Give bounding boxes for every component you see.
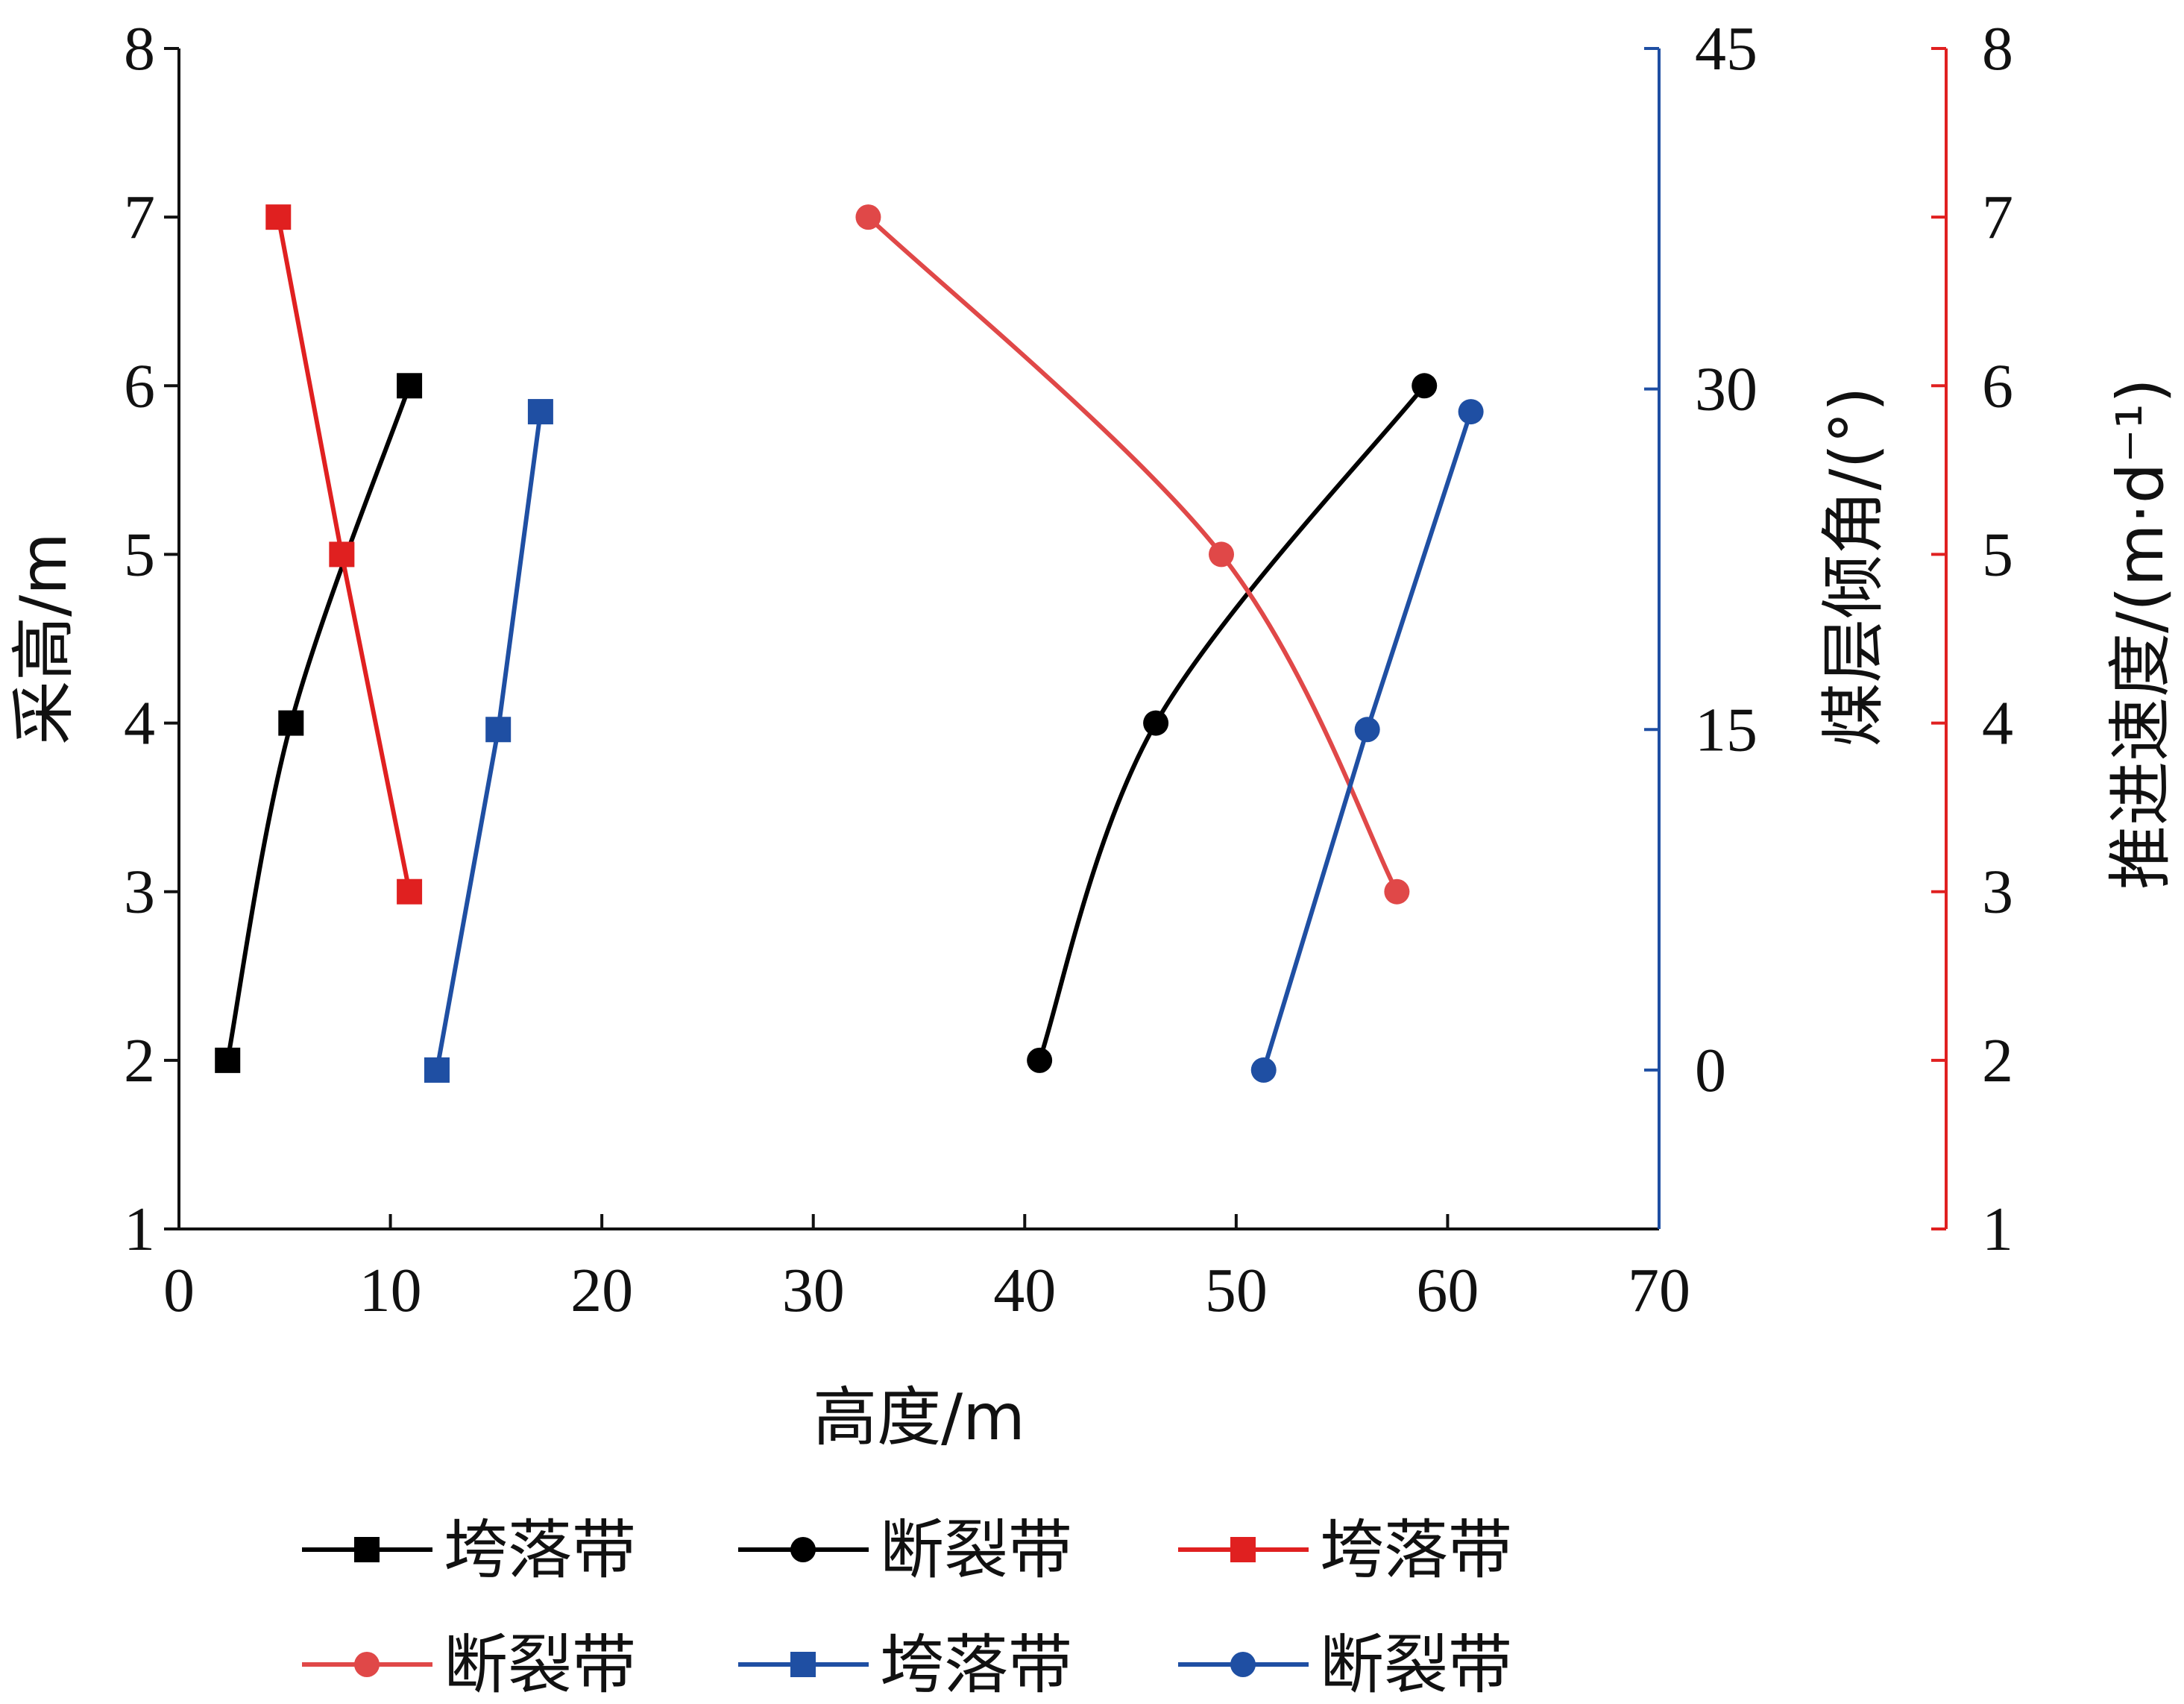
left-axis-title: 采高/m xyxy=(7,532,81,745)
legend-marker xyxy=(790,1652,816,1677)
legend-label: 断裂带 xyxy=(444,1628,636,1703)
right2-tick-label: 5 xyxy=(1982,520,2013,589)
series-line xyxy=(866,215,1400,893)
series-0 xyxy=(215,373,423,1073)
legend-item: 断裂带 xyxy=(1178,1628,1512,1703)
legend-label: 垮落带 xyxy=(880,1628,1072,1703)
legend-marker xyxy=(354,1652,380,1677)
data-point xyxy=(1250,1057,1277,1083)
right2-tick-label: 7 xyxy=(1982,183,2013,252)
right2-tick-label: 3 xyxy=(1982,858,2013,927)
legend-marker xyxy=(1230,1537,1256,1562)
legend-item: 垮落带 xyxy=(1178,1513,1512,1588)
x-tick-label: 0 xyxy=(163,1256,195,1325)
series-1 xyxy=(1027,373,1438,1073)
legend-label: 断裂带 xyxy=(1320,1628,1512,1703)
series-4 xyxy=(424,399,553,1083)
legend-item: 垮落带 xyxy=(302,1513,636,1588)
right2-tick-label: 4 xyxy=(1982,689,2013,758)
right1-tick-label: 30 xyxy=(1695,355,1757,424)
left-tick-label: 3 xyxy=(124,858,155,927)
data-point xyxy=(527,399,553,425)
series-layer xyxy=(215,204,1484,1083)
data-point xyxy=(424,1057,450,1083)
data-point xyxy=(278,710,304,736)
left-tick-label: 8 xyxy=(124,14,155,84)
legend-label: 垮落带 xyxy=(444,1513,636,1588)
left-tick-label: 2 xyxy=(124,1026,155,1095)
left-tick-label: 1 xyxy=(124,1195,155,1264)
legend-marker xyxy=(354,1537,380,1562)
data-point xyxy=(1143,710,1169,736)
x-tick-label: 30 xyxy=(782,1256,845,1325)
data-point xyxy=(1354,717,1380,743)
x-tick-label: 40 xyxy=(993,1256,1056,1325)
legend-marker xyxy=(790,1537,816,1562)
data-point xyxy=(215,1047,241,1073)
right2-tick-label: 1 xyxy=(1982,1195,2013,1264)
x-tick-label: 20 xyxy=(570,1256,633,1325)
x-tick-label: 10 xyxy=(359,1256,422,1325)
legend-item: 垮落带 xyxy=(738,1628,1072,1703)
series-2 xyxy=(265,204,423,905)
left-tick-label: 5 xyxy=(124,520,155,589)
right1-tick-label: 15 xyxy=(1695,695,1757,764)
right2-tick-label: 8 xyxy=(1982,14,2013,84)
right2-tick-label: 2 xyxy=(1982,1026,2013,1095)
data-point xyxy=(1412,373,1438,399)
x-axis-title: 高度/m xyxy=(813,1380,1025,1455)
x-tick-label: 50 xyxy=(1205,1256,1268,1325)
data-point xyxy=(397,878,423,905)
legend-label: 断裂带 xyxy=(880,1513,1072,1588)
data-point xyxy=(855,204,881,230)
legend-marker xyxy=(1230,1652,1256,1677)
right1-tick-label: 0 xyxy=(1695,1036,1726,1105)
legend-item: 断裂带 xyxy=(302,1628,636,1703)
data-point xyxy=(265,204,292,230)
series-3 xyxy=(855,204,1410,905)
right-axis-title-speed: 推进速度/(m·d⁻¹) xyxy=(2103,378,2178,890)
x-tick-label: 70 xyxy=(1628,1256,1690,1325)
legend-label: 垮落带 xyxy=(1320,1513,1512,1588)
legend-item: 断裂带 xyxy=(738,1513,1072,1588)
series-5 xyxy=(1250,399,1484,1083)
data-point xyxy=(1458,399,1484,425)
series-line xyxy=(225,385,412,1061)
data-point xyxy=(329,541,355,568)
data-point xyxy=(1384,878,1410,905)
data-point xyxy=(1027,1047,1053,1073)
left-tick-label: 7 xyxy=(124,183,155,252)
right-axis-title-dip: 煤层倾角/(°) xyxy=(1816,386,1891,746)
data-point xyxy=(1209,541,1235,568)
right2-tick-label: 6 xyxy=(1982,351,2013,421)
x-tick-label: 60 xyxy=(1416,1256,1479,1325)
data-point xyxy=(485,717,512,743)
right1-tick-label: 45 xyxy=(1695,14,1757,84)
left-tick-label: 6 xyxy=(124,351,155,421)
left-tick-label: 4 xyxy=(124,689,155,758)
data-point xyxy=(397,373,423,399)
